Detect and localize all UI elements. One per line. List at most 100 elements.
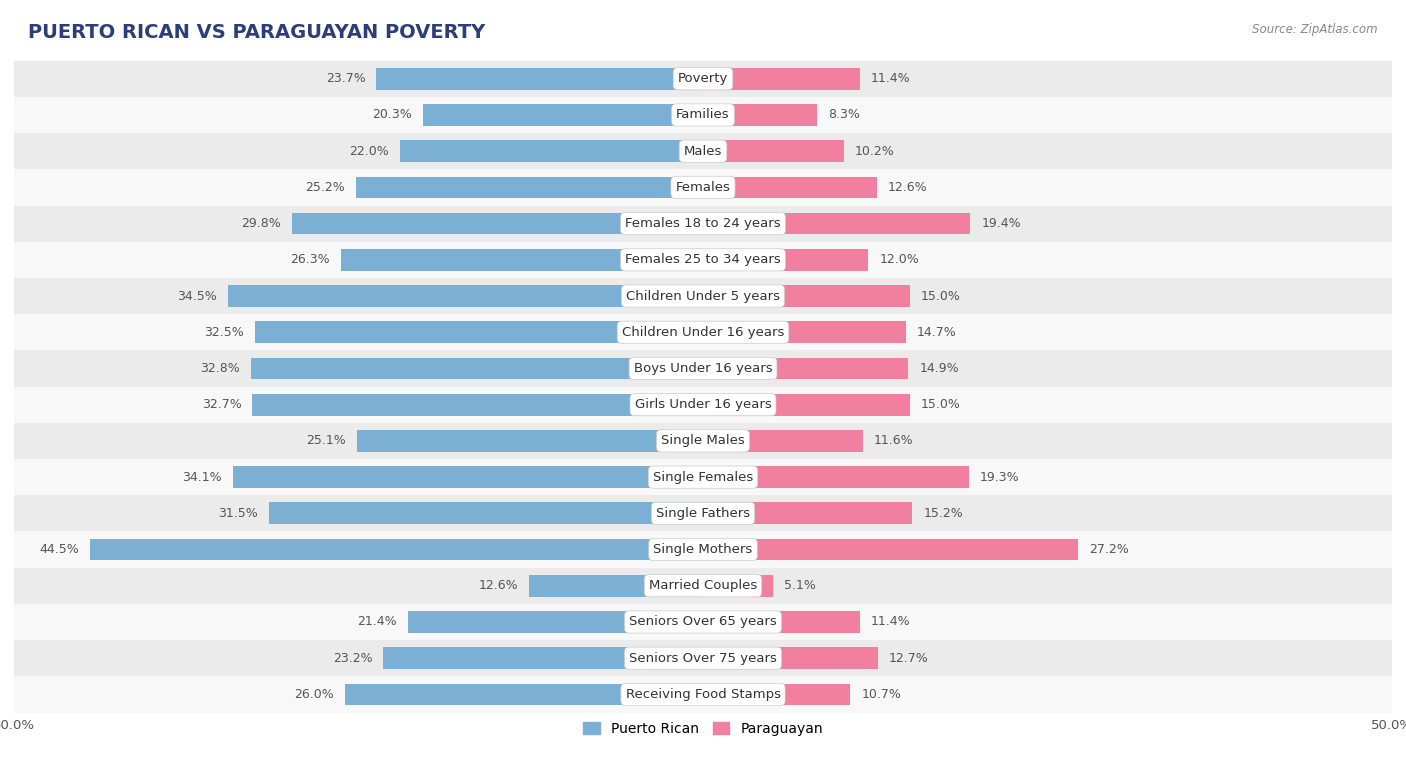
Bar xyxy=(703,430,863,452)
Bar xyxy=(703,140,844,162)
Text: 11.4%: 11.4% xyxy=(872,72,911,85)
Text: Receiving Food Stamps: Receiving Food Stamps xyxy=(626,688,780,701)
Bar xyxy=(703,539,1078,560)
Bar xyxy=(703,575,773,597)
Text: 25.2%: 25.2% xyxy=(305,181,344,194)
Bar xyxy=(703,321,905,343)
Bar xyxy=(703,466,969,488)
Bar xyxy=(703,358,908,379)
Text: 32.8%: 32.8% xyxy=(200,362,240,375)
Text: 34.5%: 34.5% xyxy=(177,290,217,302)
Bar xyxy=(14,495,1392,531)
Text: Seniors Over 65 years: Seniors Over 65 years xyxy=(628,615,778,628)
Bar xyxy=(14,278,1392,314)
Bar xyxy=(14,423,1392,459)
Text: 8.3%: 8.3% xyxy=(828,108,860,121)
Text: Children Under 16 years: Children Under 16 years xyxy=(621,326,785,339)
Text: Single Mothers: Single Mothers xyxy=(654,543,752,556)
Bar xyxy=(703,104,817,126)
Text: 22.0%: 22.0% xyxy=(349,145,389,158)
Bar xyxy=(14,205,1392,242)
Bar xyxy=(252,358,703,379)
Bar xyxy=(253,394,703,415)
Text: 12.6%: 12.6% xyxy=(478,579,519,592)
Text: Females: Females xyxy=(675,181,731,194)
Text: 29.8%: 29.8% xyxy=(242,217,281,230)
Text: Single Males: Single Males xyxy=(661,434,745,447)
Text: 19.4%: 19.4% xyxy=(981,217,1021,230)
Text: 34.1%: 34.1% xyxy=(183,471,222,484)
Text: 15.0%: 15.0% xyxy=(921,290,960,302)
Bar xyxy=(14,350,1392,387)
Text: 12.0%: 12.0% xyxy=(879,253,920,266)
Bar xyxy=(703,611,860,633)
Text: Males: Males xyxy=(683,145,723,158)
Text: 12.6%: 12.6% xyxy=(887,181,928,194)
Bar xyxy=(14,169,1392,205)
Bar xyxy=(703,249,869,271)
Text: 32.5%: 32.5% xyxy=(204,326,245,339)
Text: 14.7%: 14.7% xyxy=(917,326,956,339)
Bar xyxy=(14,640,1392,676)
Text: Poverty: Poverty xyxy=(678,72,728,85)
Text: 15.2%: 15.2% xyxy=(924,507,963,520)
Bar xyxy=(14,676,1392,713)
Bar xyxy=(14,61,1392,97)
Text: 44.5%: 44.5% xyxy=(39,543,79,556)
Bar xyxy=(14,242,1392,278)
Text: Source: ZipAtlas.com: Source: ZipAtlas.com xyxy=(1253,23,1378,36)
Bar xyxy=(399,140,703,162)
Text: 32.7%: 32.7% xyxy=(201,398,242,411)
Bar xyxy=(703,684,851,705)
Bar xyxy=(228,285,703,307)
Text: 21.4%: 21.4% xyxy=(357,615,396,628)
Text: 23.2%: 23.2% xyxy=(333,652,373,665)
Bar xyxy=(14,568,1392,604)
Text: Girls Under 16 years: Girls Under 16 years xyxy=(634,398,772,411)
Text: 25.1%: 25.1% xyxy=(307,434,346,447)
Text: Families: Families xyxy=(676,108,730,121)
Bar xyxy=(14,531,1392,568)
Bar xyxy=(292,213,703,234)
Text: 26.0%: 26.0% xyxy=(294,688,333,701)
Text: 12.7%: 12.7% xyxy=(889,652,929,665)
Bar xyxy=(233,466,703,488)
Bar xyxy=(530,575,703,597)
Text: 10.2%: 10.2% xyxy=(855,145,894,158)
Text: 15.0%: 15.0% xyxy=(921,398,960,411)
Bar xyxy=(14,387,1392,423)
Text: 14.9%: 14.9% xyxy=(920,362,959,375)
Bar xyxy=(384,647,703,669)
Text: 19.3%: 19.3% xyxy=(980,471,1019,484)
Bar xyxy=(423,104,703,126)
Bar xyxy=(703,213,970,234)
Text: Single Females: Single Females xyxy=(652,471,754,484)
Legend: Puerto Rican, Paraguayan: Puerto Rican, Paraguayan xyxy=(578,716,828,741)
Text: Children Under 5 years: Children Under 5 years xyxy=(626,290,780,302)
Bar xyxy=(14,133,1392,169)
Bar xyxy=(14,604,1392,640)
Text: 11.4%: 11.4% xyxy=(872,615,911,628)
Bar xyxy=(14,97,1392,133)
Bar xyxy=(703,177,876,199)
Text: 20.3%: 20.3% xyxy=(373,108,412,121)
Bar xyxy=(14,314,1392,350)
Bar xyxy=(408,611,703,633)
Text: PUERTO RICAN VS PARAGUAYAN POVERTY: PUERTO RICAN VS PARAGUAYAN POVERTY xyxy=(28,23,485,42)
Text: 10.7%: 10.7% xyxy=(862,688,901,701)
Text: 31.5%: 31.5% xyxy=(218,507,257,520)
Bar xyxy=(703,647,877,669)
Bar xyxy=(344,684,703,705)
Bar xyxy=(377,68,703,89)
Bar xyxy=(357,430,703,452)
Bar xyxy=(269,503,703,525)
Text: 26.3%: 26.3% xyxy=(290,253,329,266)
Bar xyxy=(703,394,910,415)
Bar xyxy=(703,285,910,307)
Text: Married Couples: Married Couples xyxy=(650,579,756,592)
Text: Females 25 to 34 years: Females 25 to 34 years xyxy=(626,253,780,266)
Bar xyxy=(14,459,1392,495)
Text: 5.1%: 5.1% xyxy=(785,579,815,592)
Text: Females 18 to 24 years: Females 18 to 24 years xyxy=(626,217,780,230)
Text: 27.2%: 27.2% xyxy=(1088,543,1129,556)
